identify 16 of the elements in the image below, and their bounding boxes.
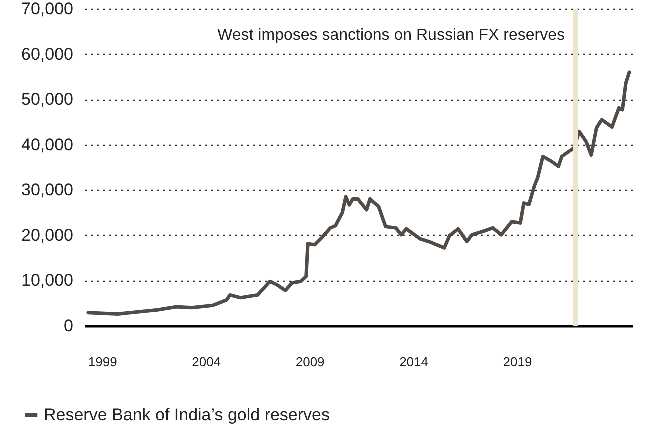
ref-line-label: West imposes sanctions on Russian FX reserves [218,27,565,44]
legend-label: Reserve Bank of India’s gold reserves [44,406,330,424]
x-tick-label: 2009 [296,354,325,370]
x-tick-label: 1999 [88,354,118,370]
y-tick-label: 20,000 [22,226,74,245]
y-tick-label: 10,000 [22,271,74,290]
y-tick-label: 30,000 [22,180,74,200]
x-tick-label: 2014 [400,354,428,370]
y-tick-label: 60,000 [22,44,74,64]
x-tick-label: 2004 [192,354,222,370]
x-tick-label: 2019 [503,354,532,370]
line-series [86,70,632,316]
y-tick-label: 40,000 [22,135,74,154]
y-tick-label: 0 [64,316,74,336]
y-tick-label: 70,000 [22,0,74,18]
y-tick-label: 50,000 [22,90,74,110]
